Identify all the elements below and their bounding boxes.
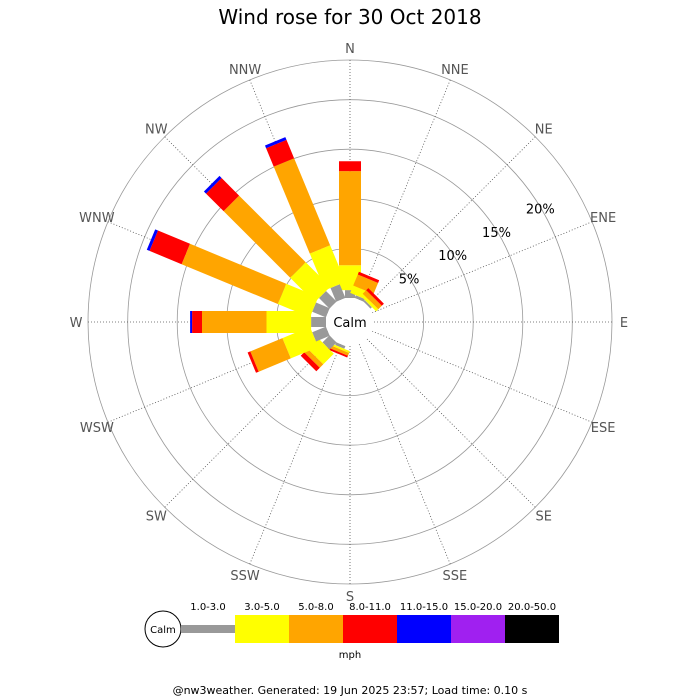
wind-bar-segment (273, 158, 331, 254)
wind-bar-segment (339, 161, 361, 172)
wind-bar-segment (311, 317, 326, 327)
grid-spoke (372, 330, 593, 423)
radial-tick-labels: 5% 10% 15% 20% (399, 203, 555, 288)
direction-label: ENE (590, 211, 616, 226)
wind-bar-segment (202, 311, 267, 333)
direction-label: SSW (230, 569, 260, 584)
wind-bar-segment (290, 262, 331, 303)
wind-bar-segment (304, 348, 324, 368)
legend-bin-label: 5.0-8.0 (298, 602, 333, 613)
legend-swatch (505, 615, 559, 643)
wind-bar-segment (339, 171, 361, 266)
legend-calm-label: Calm (150, 625, 176, 636)
wind-bar-segment (203, 175, 222, 194)
legend-bin-label: 20.0-50.0 (508, 602, 556, 613)
wind-bar-segment (277, 283, 319, 318)
wind-bar-segment (149, 230, 190, 265)
wind-bar-segment (265, 137, 287, 149)
direction-label: NW (145, 122, 168, 137)
wind-bar-segment (353, 274, 379, 294)
grid-spoke (249, 344, 342, 565)
wind-bar-segment (181, 243, 287, 304)
direction-labels: N NNE NE ENE E ESE SE SSE S SSW SW WSW W WNW NW NNW (70, 42, 629, 605)
wind-bar-segment (312, 302, 330, 318)
direction-label: ESE (591, 421, 616, 436)
footer-text: @nw3weather. Generated: 19 Jun 2025 23:5… (173, 684, 528, 697)
legend-bin-label: 15.0-20.0 (454, 602, 502, 613)
grid-spoke (358, 344, 451, 565)
legend-bin-label: 8.0-11.0 (349, 602, 391, 613)
wind-bar-segment (354, 295, 365, 302)
wind-bar-segment (330, 284, 346, 302)
wind-bar-segment (335, 342, 346, 349)
grid-spoke (164, 338, 334, 508)
wind-bar-segment (192, 311, 202, 333)
wind-bar-segment (190, 311, 193, 333)
polar-grid (87, 59, 613, 585)
direction-label: E (620, 316, 628, 331)
wind-bar-segment (328, 342, 350, 353)
direction-label: N (345, 42, 355, 57)
speed-legend: Calm mph 1.0-3.0 3.0-5.0 5.0-8.0 8.0-11.0 11… (144, 602, 559, 661)
wind-bar-segment (282, 326, 319, 359)
wind-bars (146, 137, 384, 373)
legend-units: mph (339, 650, 361, 661)
chart-title: Wind rose for 30 Oct 2018 (218, 5, 481, 29)
radial-tick-label: 5% (399, 273, 420, 288)
wind-bar-segment (223, 195, 306, 278)
direction-label: WNW (79, 211, 115, 226)
legend-swatch (181, 625, 235, 633)
wind-bar-segment (366, 288, 384, 306)
direction-label: NNW (229, 63, 261, 78)
radial-tick-label: 20% (526, 203, 555, 218)
wind-bar-segment (362, 290, 382, 310)
wind-bar-segment (357, 271, 380, 283)
wind-bar-segment (319, 291, 337, 309)
grid-spoke (366, 136, 536, 306)
direction-label: SE (535, 510, 551, 525)
legend-swatch (235, 615, 289, 643)
grid-spoke (366, 338, 536, 508)
wind-bar-segment (360, 293, 379, 312)
direction-label: SSE (443, 569, 468, 584)
direction-label: S (346, 590, 354, 605)
wind-bar-segment (312, 326, 330, 342)
wind-bar-segment (326, 347, 348, 358)
legend-swatch (289, 615, 343, 643)
legend-swatch (397, 615, 451, 643)
radial-tick-label: 15% (482, 226, 511, 241)
wind-bar-segment (309, 245, 346, 291)
wind-bar-segment (327, 344, 350, 356)
wind-bar-segment (300, 352, 320, 372)
legend-swatch (343, 615, 397, 643)
grid-ring (176, 148, 524, 496)
calm-center: Calm (326, 298, 374, 346)
radial-tick-label: 10% (438, 249, 467, 264)
legend-bin-label: 1.0-3.0 (190, 602, 225, 613)
calm-label: Calm (333, 316, 366, 331)
wind-bar-segment (322, 335, 337, 350)
direction-label: WSW (80, 421, 114, 436)
direction-label: W (70, 316, 83, 331)
wind-bar-segment (247, 351, 259, 373)
legend-swatch (451, 615, 505, 643)
wind-bar-segment (266, 139, 295, 167)
direction-label: SW (146, 510, 167, 525)
wind-bar-segment (206, 178, 240, 212)
wind-bar-segment (363, 300, 372, 309)
direction-label: NE (535, 122, 553, 137)
wind-bar-segment (250, 338, 291, 372)
grid-spoke (372, 221, 593, 314)
direction-label: NNE (441, 63, 469, 78)
wind-bar-segment (146, 229, 158, 251)
legend-bin-label: 3.0-5.0 (244, 602, 279, 613)
grid-spoke (358, 79, 451, 300)
legend-bin-label: 11.0-15.0 (400, 602, 448, 613)
wind-bar-segment (266, 311, 312, 333)
